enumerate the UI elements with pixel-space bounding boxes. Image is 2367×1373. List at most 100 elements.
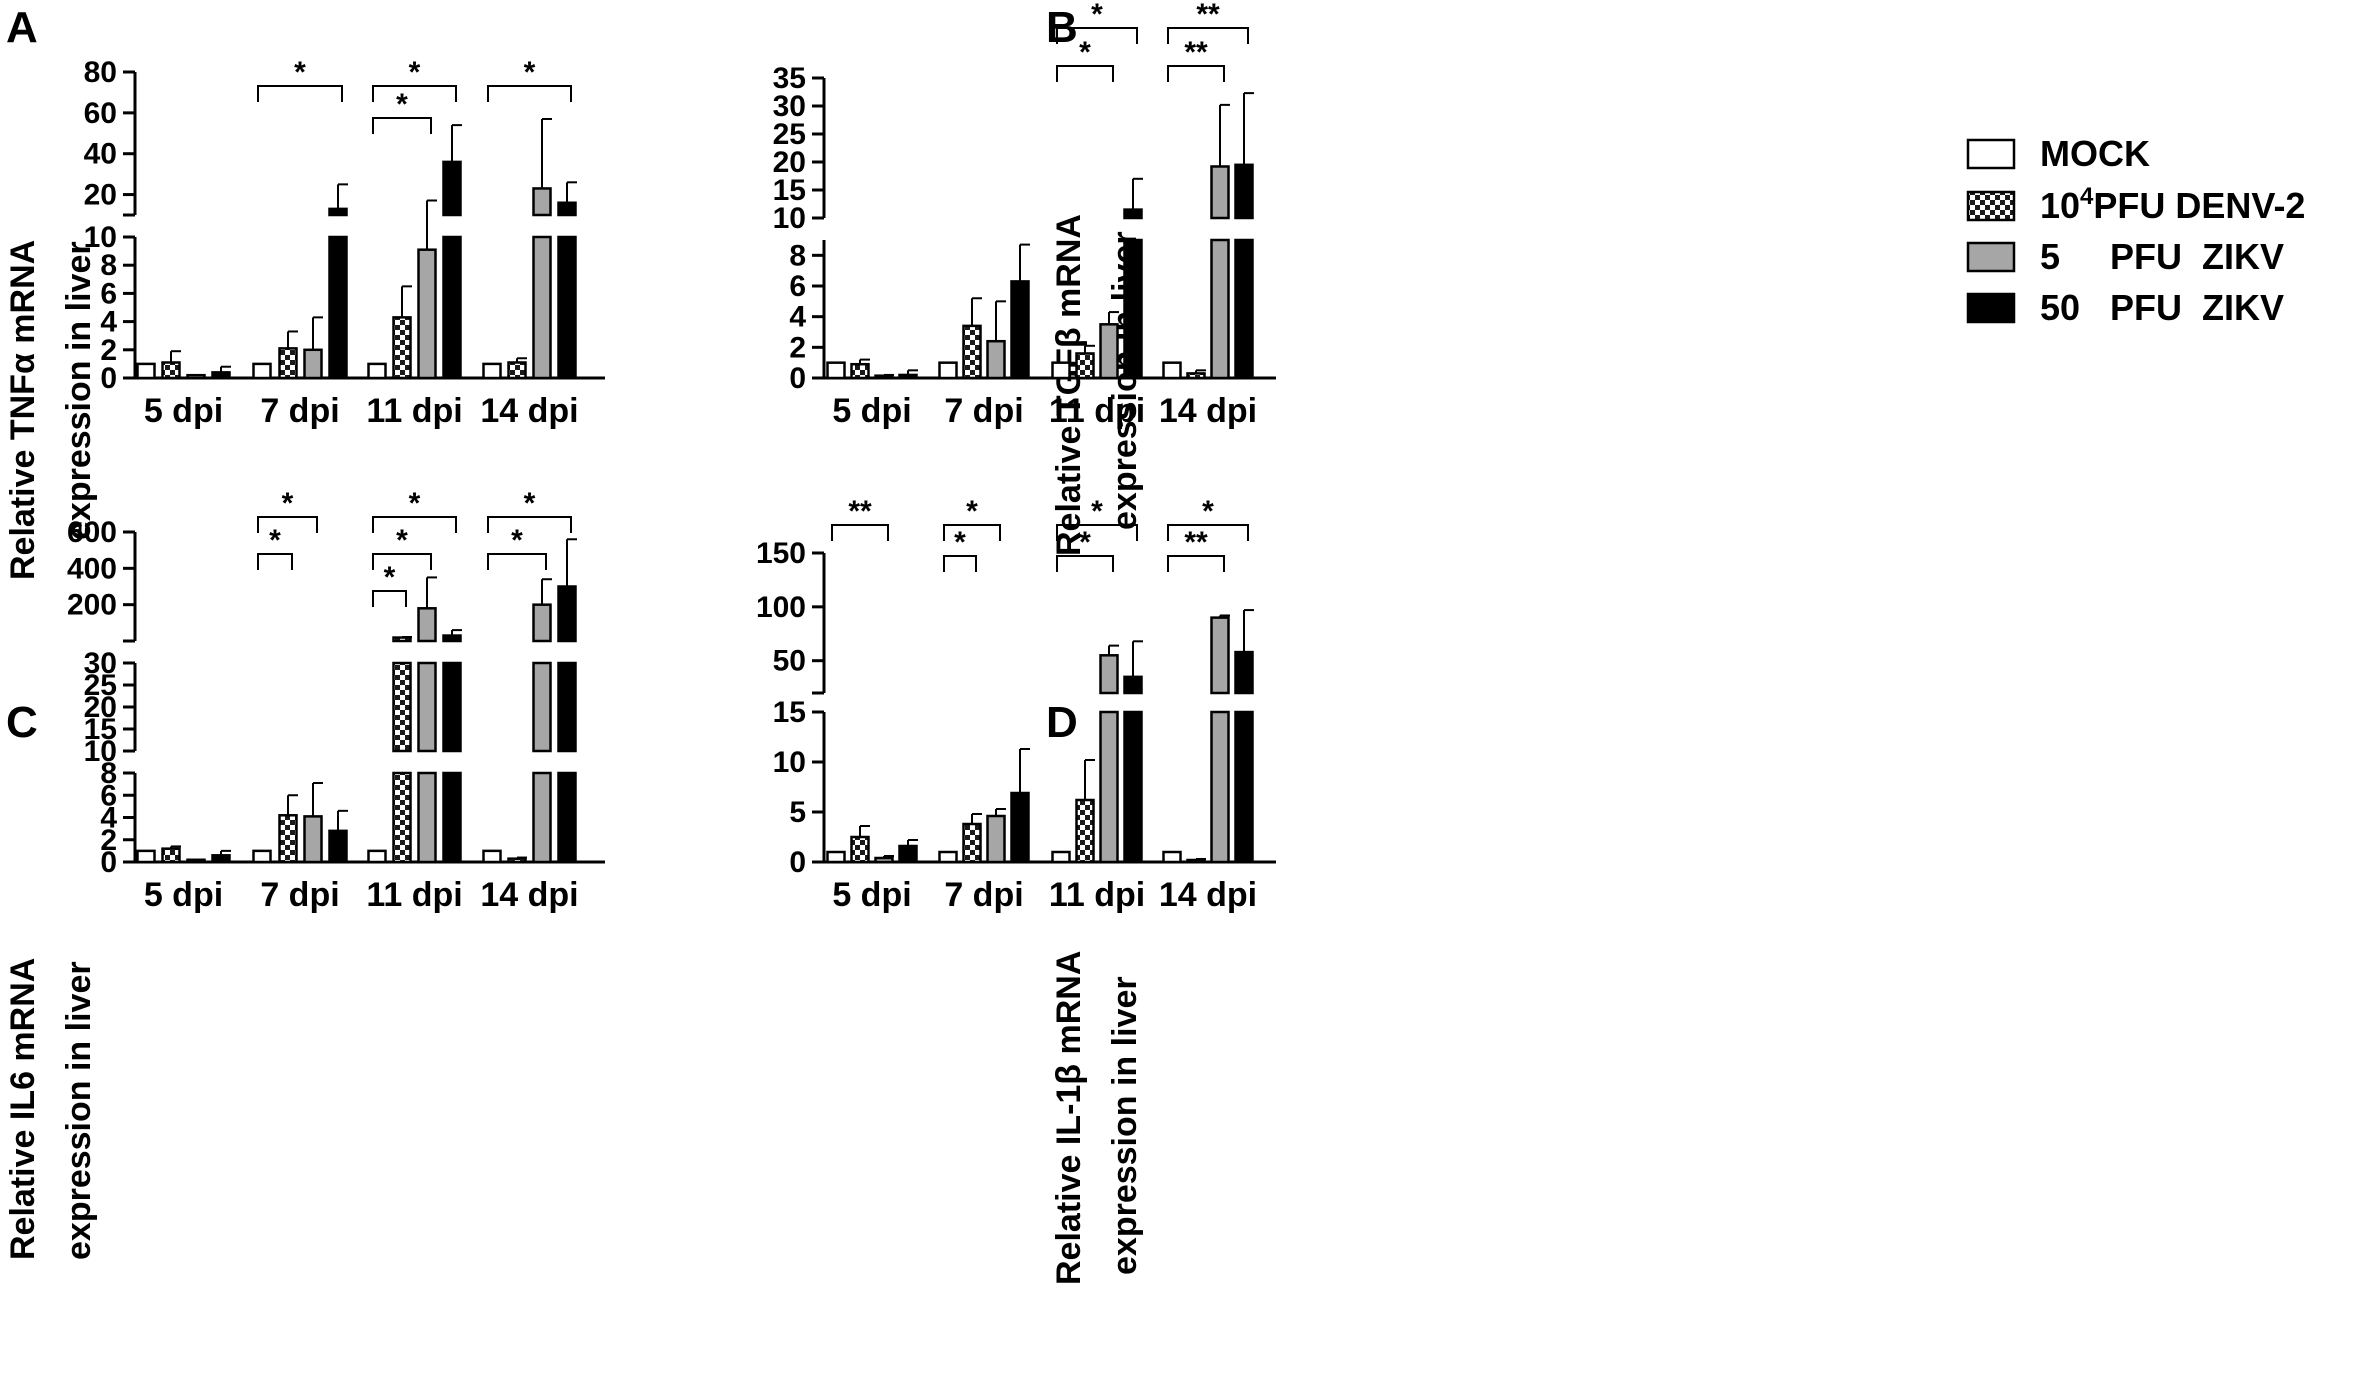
panel-c-bracket-0 <box>257 553 293 570</box>
panel-a-bar-zikv50-3-part1 <box>557 201 577 217</box>
panel-d-bracket-label-3: * <box>1079 526 1091 559</box>
panel-c-category-label-3: 14 dpi <box>480 876 578 914</box>
panel-c-bar-denv-1 <box>278 814 298 864</box>
panel-d-bar-zikv5-3 <box>1210 710 1230 864</box>
legend-label-denv-post: PFU DENV-2 <box>2093 185 2305 226</box>
panel-c-bracket-4 <box>372 516 457 533</box>
panel-a-bar-mock-0 <box>136 362 156 380</box>
panel-b-y-tick-label-1-1: 15 <box>773 174 806 207</box>
panel-d-bar-denv-2 <box>1075 798 1095 864</box>
panel-b-bar-denv-1 <box>962 324 982 380</box>
panel-c-bar-zikv50-3-part2 <box>557 585 577 643</box>
panel-c-bracket-label-3: * <box>396 524 408 557</box>
panel-a-bracket-3 <box>487 85 572 102</box>
panel-letter-c: C <box>6 698 38 747</box>
panel-d-bar-zikv50-0 <box>898 844 918 864</box>
panel-c-y-tick-label-0-1: 2 <box>100 824 117 857</box>
panel-c-bar-denv-2-part1 <box>392 661 412 753</box>
legend-label-denv: 104PFU DENV-2 <box>2040 183 2305 226</box>
panel-d-category-label-2: 11 dpi <box>1049 876 1145 914</box>
panel-d-bar-zikv50-3-part1 <box>1234 650 1254 695</box>
panel-c-ylabel-line2: expression in liver <box>60 961 98 1260</box>
panel-b-bar-zikv5-1 <box>986 339 1006 380</box>
panel-c-ylabel-line1: Relative IL6 mRNA <box>4 958 42 1260</box>
panel-c-bracket-5 <box>487 553 547 570</box>
panel-c-y-tick-label-0-4: 8 <box>100 757 117 790</box>
panel-c-y-tick-label-2-1: 400 <box>67 552 117 585</box>
panel-b-bar-zikv50-3 <box>1234 238 1254 380</box>
panel-b-category-label-0: 5 dpi <box>832 392 911 430</box>
panel-c-y-tick-label-1-0: 10 <box>84 735 117 768</box>
legend-swatch-zikv50 <box>1966 292 2016 324</box>
panel-b-bar-zikv5-3-part1 <box>1210 165 1230 220</box>
panel-d-bar-denv-1 <box>962 822 982 864</box>
panel-c-bar-zikv5-2-part2 <box>417 607 437 643</box>
panel-a-category-label-2: 11 dpi <box>366 392 462 430</box>
panel-b-bracket-label-2: ** <box>1184 36 1208 69</box>
panel-c-bar-zikv50-0 <box>211 854 231 864</box>
panel-d-category-label-3: 14 dpi <box>1159 876 1257 914</box>
panel-a-bar-zikv5-0 <box>186 373 206 380</box>
panel-b-y-tick-label-1-0: 10 <box>773 202 806 235</box>
panel-d-ylabel-line2: expression in liver <box>1106 976 1144 1275</box>
panel-d-bar-mock-1 <box>938 850 958 864</box>
panel-b-bar-mock-2 <box>1051 361 1071 380</box>
panel-d-bar-zikv50-2 <box>1123 710 1143 864</box>
panel-letter-d: D <box>1046 698 1078 747</box>
panel-d-bar-mock-2 <box>1051 850 1071 864</box>
panel-c-bar-zikv50-3 <box>557 771 577 864</box>
panel-c-bar-mock-2 <box>367 849 387 864</box>
panel-d-bracket-6 <box>1167 524 1249 541</box>
panel-c-y-tick-label-0-0: 0 <box>100 846 117 879</box>
panel-b-y-tick-label-1-3: 25 <box>773 118 806 151</box>
panel-a-bracket-2 <box>372 85 457 102</box>
panel-a-bracket-label-3: * <box>524 56 536 89</box>
panel-d-bracket-0 <box>831 524 889 541</box>
panel-d-y-tick-label-0-2: 10 <box>773 746 806 779</box>
panel-d-bracket-label-1: * <box>954 526 966 559</box>
panel-a-bar-mock-1 <box>252 362 272 380</box>
legend-label-mock: MOCK <box>2040 133 2150 174</box>
panel-d-y-tick-label-1-2: 150 <box>756 537 806 570</box>
panel-d-y-tick-label-0-0: 0 <box>789 846 806 879</box>
panel-a-bar-zikv50-1-part1 <box>328 207 348 217</box>
panel-a-category-label-0: 5 dpi <box>144 392 223 430</box>
panel-b-category-label-3: 14 dpi <box>1159 392 1257 430</box>
panel-a-bracket-1 <box>372 117 432 134</box>
panel-c-bar-zikv50-2 <box>442 771 462 864</box>
panel-c-category-label-0: 5 dpi <box>144 876 223 914</box>
panel-b-bar-zikv50-1 <box>1010 280 1030 380</box>
panel-c-bar-mock-1 <box>252 849 272 864</box>
panel-d-bar-zikv50-3 <box>1234 710 1254 864</box>
panel-d-bracket-label-2: * <box>966 495 978 528</box>
legend-label-denv-sup: 4 <box>2080 183 2094 210</box>
panel-a-y-tick-label-1-3: 80 <box>84 56 117 89</box>
panel-d-bracket-2 <box>943 524 1001 541</box>
panel-d-bar-zikv50-2-part1 <box>1123 675 1143 695</box>
panel-c-bar-zikv5-3-part2 <box>532 603 552 643</box>
panel-b-bar-mock-3 <box>1162 361 1182 380</box>
panel-d-category-label-1: 7 dpi <box>944 876 1023 914</box>
panel-b-y-tick-label-0-1: 2 <box>789 331 806 364</box>
panel-d-bracket-1 <box>943 555 977 572</box>
legend-label-denv-pre: 10 <box>2040 185 2080 226</box>
panel-c-bracket-label-6: * <box>524 487 536 520</box>
panel-b-y-tick-label-1-2: 20 <box>773 146 806 179</box>
panel-c-bar-mock-3 <box>482 849 502 864</box>
panel-b-bracket-label-1: * <box>1091 0 1103 31</box>
panel-c-category-label-2: 11 dpi <box>366 876 462 914</box>
panel-d-bar-mock-0 <box>826 850 846 864</box>
panel-d-bracket-label-6: * <box>1202 495 1214 528</box>
panel-c-bar-zikv5-0 <box>186 858 206 864</box>
panel-c-bar-zikv50-3-part1 <box>557 661 577 753</box>
panel-d-bar-mock-3 <box>1162 850 1182 864</box>
panel-a-ylabel-line1: Relative TNFα mRNA <box>4 240 42 580</box>
panel-b-bar-mock-0 <box>826 361 846 380</box>
panel-a-y-tick-label-1-0: 20 <box>84 179 117 212</box>
panel-b-y-tick-label-0-0: 0 <box>789 362 806 395</box>
panel-b-bar-zikv50-2-part1 <box>1123 208 1143 220</box>
panel-a-y-tick-label-0-2: 4 <box>100 306 117 339</box>
panel-d-bar-zikv5-2-part1 <box>1099 654 1119 695</box>
panel-d-bracket-4 <box>1056 524 1138 541</box>
